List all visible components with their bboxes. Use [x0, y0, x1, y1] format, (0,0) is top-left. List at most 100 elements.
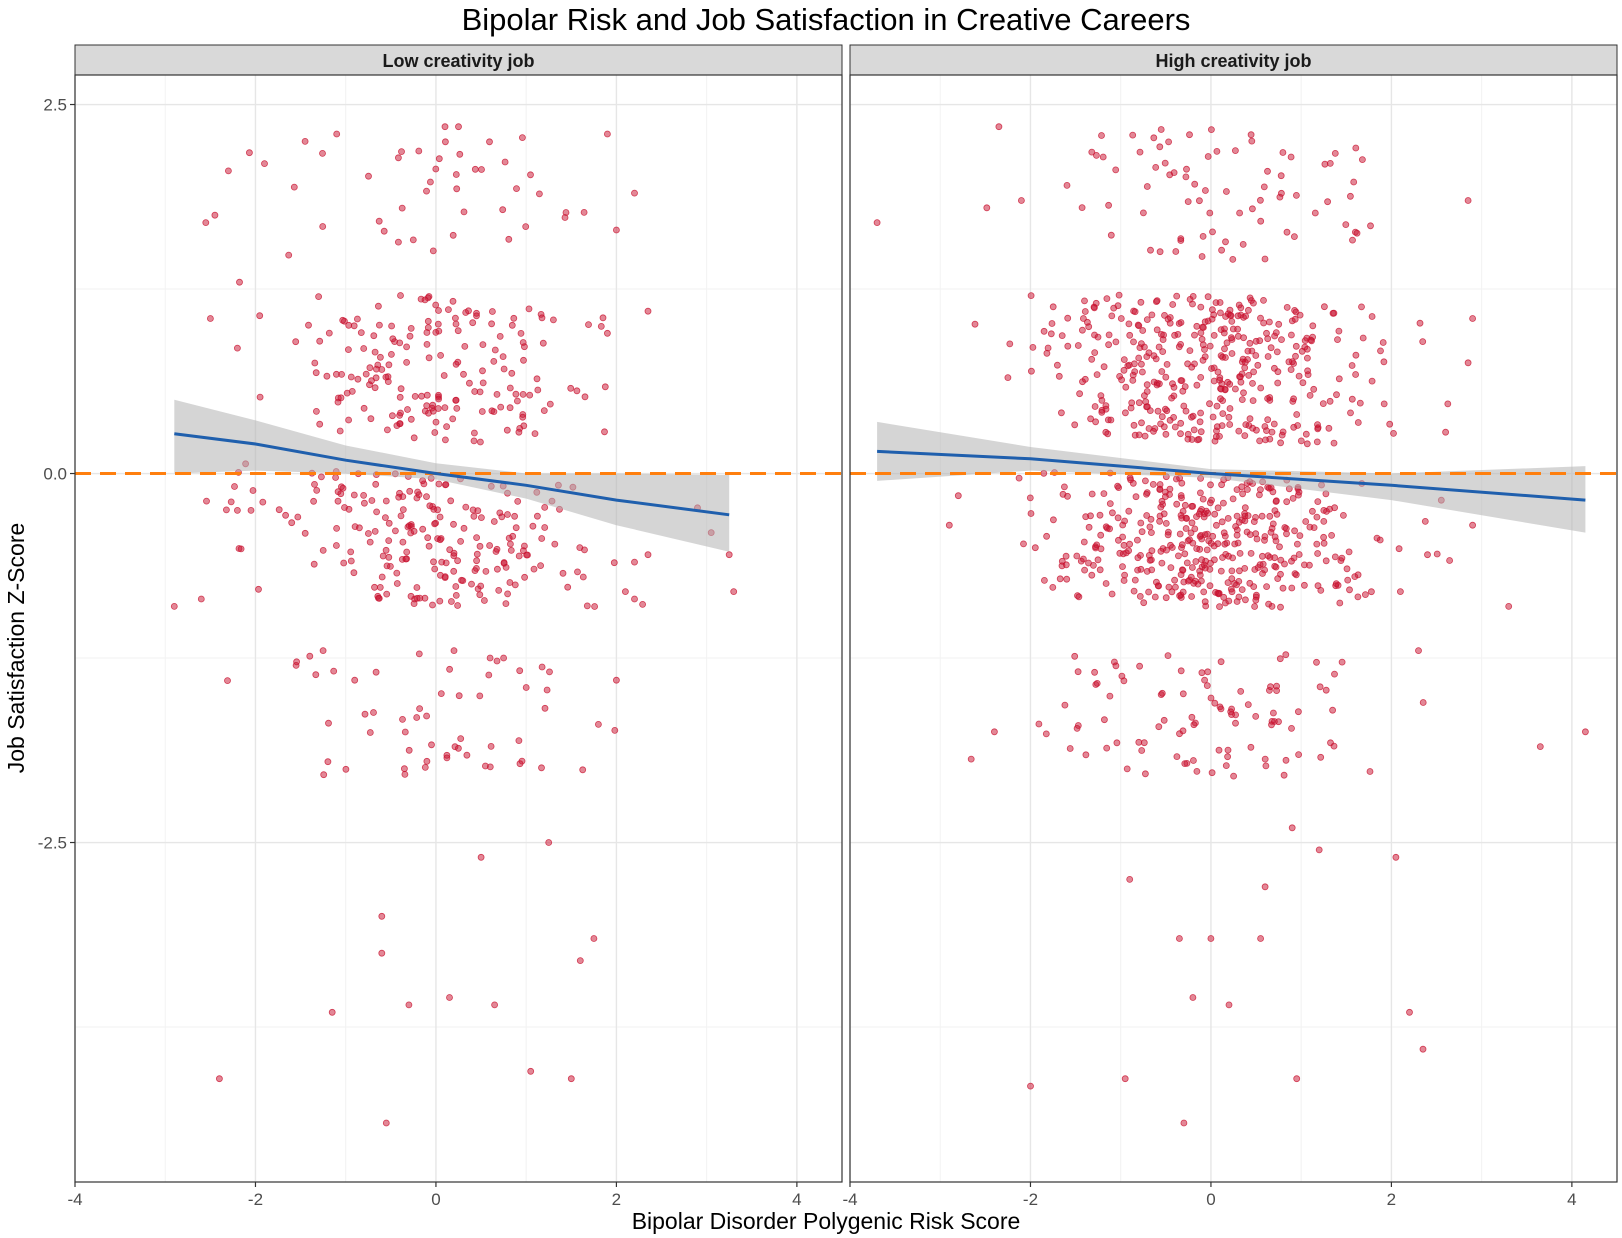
data-point — [562, 209, 570, 216]
data-point — [355, 524, 363, 532]
data-point — [435, 307, 442, 314]
data-point — [1131, 368, 1139, 376]
data-point — [504, 511, 511, 518]
data-point — [1321, 160, 1329, 168]
data-point — [488, 320, 496, 328]
data-point — [206, 315, 214, 322]
data-point — [1140, 599, 1148, 607]
data-point — [1319, 400, 1327, 408]
data-point — [559, 569, 567, 577]
data-point — [457, 538, 465, 545]
data-point — [1316, 683, 1324, 691]
data-point — [233, 344, 241, 352]
data-point — [1215, 746, 1223, 754]
data-point — [1287, 153, 1295, 161]
data-point — [1294, 540, 1301, 548]
data-point — [1247, 131, 1255, 139]
data-point — [454, 602, 462, 609]
data-point — [293, 658, 301, 666]
data-point — [373, 508, 381, 516]
data-point — [1212, 433, 1220, 441]
data-point — [524, 551, 531, 559]
data-point — [1419, 1045, 1427, 1053]
data-point — [1102, 402, 1110, 410]
data-point — [1197, 489, 1204, 497]
data-point — [1129, 131, 1137, 139]
data-point — [540, 407, 548, 415]
data-point — [347, 557, 355, 565]
data-point — [1199, 232, 1207, 240]
data-point — [1228, 575, 1236, 582]
data-point — [1198, 505, 1205, 513]
data-point — [444, 306, 452, 314]
data-point — [1181, 550, 1189, 558]
data-point — [1338, 658, 1346, 666]
data-point — [411, 392, 419, 400]
data-point — [413, 584, 421, 591]
data-point — [1354, 419, 1362, 426]
data-point — [1229, 255, 1237, 263]
data-point — [1125, 507, 1133, 515]
data-point — [365, 172, 372, 180]
data-point — [1210, 542, 1218, 550]
data-point — [436, 597, 444, 605]
data-point — [275, 506, 283, 514]
data-point — [406, 487, 414, 495]
data-point — [391, 527, 399, 535]
data-point — [211, 211, 219, 219]
data-point — [513, 185, 520, 193]
data-point — [340, 559, 348, 567]
data-point — [490, 408, 498, 416]
data-point — [536, 190, 543, 198]
data-point — [1325, 424, 1333, 432]
data-point — [1314, 425, 1322, 433]
data-point — [1337, 557, 1345, 564]
data-point — [379, 552, 387, 560]
data-point — [1231, 540, 1239, 548]
data-point — [579, 573, 587, 581]
data-point — [1088, 355, 1096, 363]
data-point — [397, 292, 404, 299]
data-point — [613, 226, 620, 234]
data-point — [397, 385, 405, 393]
data-point — [414, 488, 422, 496]
data-point — [1347, 409, 1354, 417]
data-point — [1390, 429, 1397, 437]
data-point — [644, 551, 652, 559]
data-point — [372, 480, 380, 488]
data-point — [1042, 730, 1050, 738]
data-point — [1121, 1075, 1129, 1083]
data-point — [1257, 935, 1264, 942]
data-point — [1218, 246, 1225, 254]
data-point — [1210, 331, 1218, 339]
data-point — [1088, 490, 1096, 498]
data-point — [1299, 379, 1307, 387]
data-point — [400, 765, 408, 773]
data-point — [1464, 197, 1472, 204]
data-point — [1190, 579, 1198, 587]
data-point — [320, 771, 328, 779]
data-point — [1356, 399, 1364, 407]
data-point — [1228, 334, 1235, 342]
data-point — [1129, 376, 1137, 384]
data-point — [1238, 586, 1246, 593]
data-point — [1268, 428, 1276, 436]
data-point — [1201, 676, 1208, 684]
data-point — [1084, 318, 1091, 326]
data-point — [1219, 554, 1226, 561]
data-point — [995, 123, 1003, 131]
data-point — [446, 665, 454, 673]
data-point — [1196, 197, 1203, 205]
data-point — [334, 497, 342, 505]
data-point — [576, 957, 584, 964]
data-point — [1201, 598, 1209, 606]
data-point — [456, 150, 464, 158]
data-point — [1142, 477, 1149, 485]
data-point — [541, 503, 549, 511]
data-point — [1178, 514, 1186, 522]
data-point — [339, 316, 347, 324]
data-point — [447, 497, 455, 505]
data-point — [1205, 537, 1213, 545]
data-point — [533, 375, 541, 383]
data-point — [1348, 362, 1356, 369]
